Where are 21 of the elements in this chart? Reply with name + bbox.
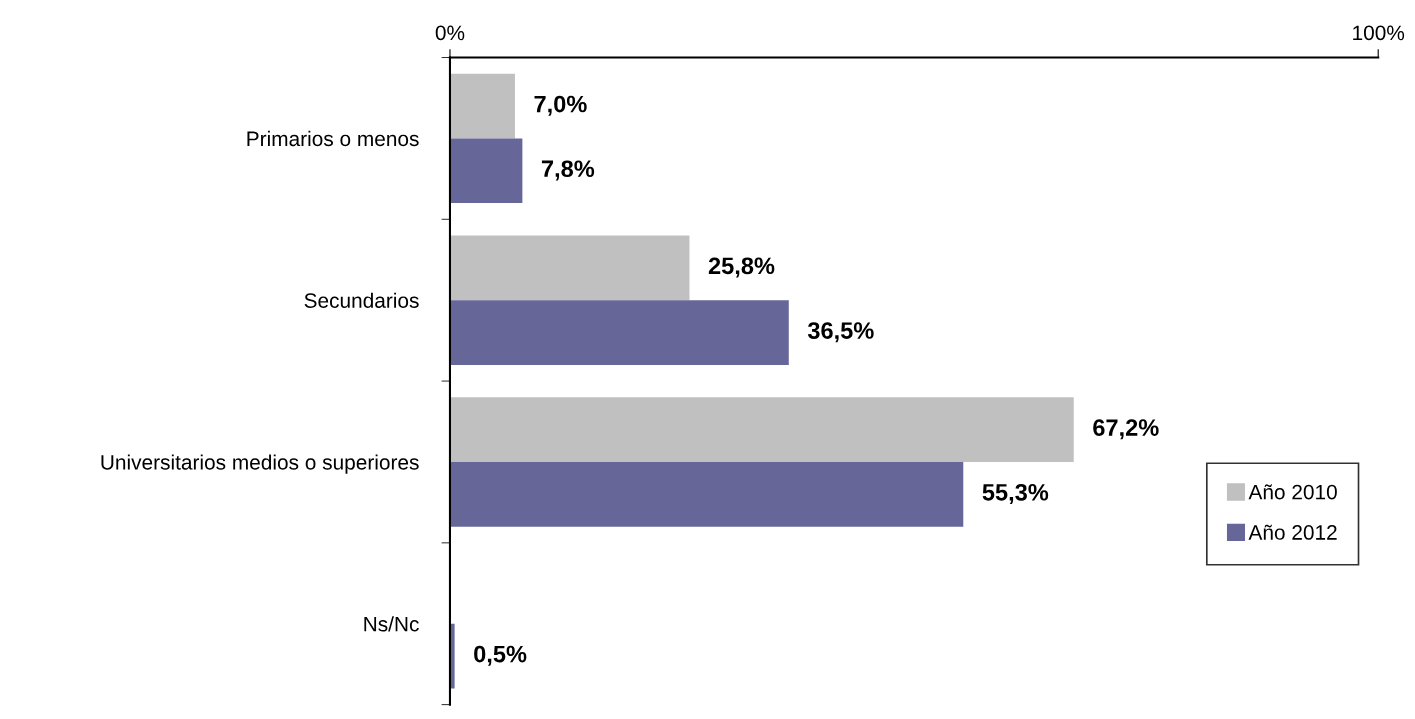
data-label: 67,2% xyxy=(1093,419,1159,440)
data-label: 0,5% xyxy=(474,645,527,666)
y-tick-label: Primarios o menos xyxy=(247,130,419,147)
bar xyxy=(449,300,789,365)
legend-label: Año 2010 xyxy=(1248,484,1337,500)
data-label: 25,8% xyxy=(708,257,775,278)
y-tick-label: Ns/Nc xyxy=(364,616,419,632)
data-label: 7,0% xyxy=(534,95,587,116)
bar xyxy=(449,397,1074,462)
bar xyxy=(449,235,690,301)
x-tick-label: 0% xyxy=(435,25,465,41)
data-label: 55,3% xyxy=(982,483,1049,505)
x-tick-label: 100% xyxy=(1353,25,1405,41)
bar xyxy=(449,461,964,527)
data-label: 7,8% xyxy=(541,160,595,181)
bar xyxy=(449,73,515,139)
legend-label: Año 2012 xyxy=(1248,524,1337,540)
y-tick-label: Secundarios xyxy=(304,292,419,308)
bar xyxy=(449,138,523,204)
data-label: 36,5% xyxy=(807,322,874,343)
y-tick-label: Universitarios medios o superiores xyxy=(101,454,419,474)
